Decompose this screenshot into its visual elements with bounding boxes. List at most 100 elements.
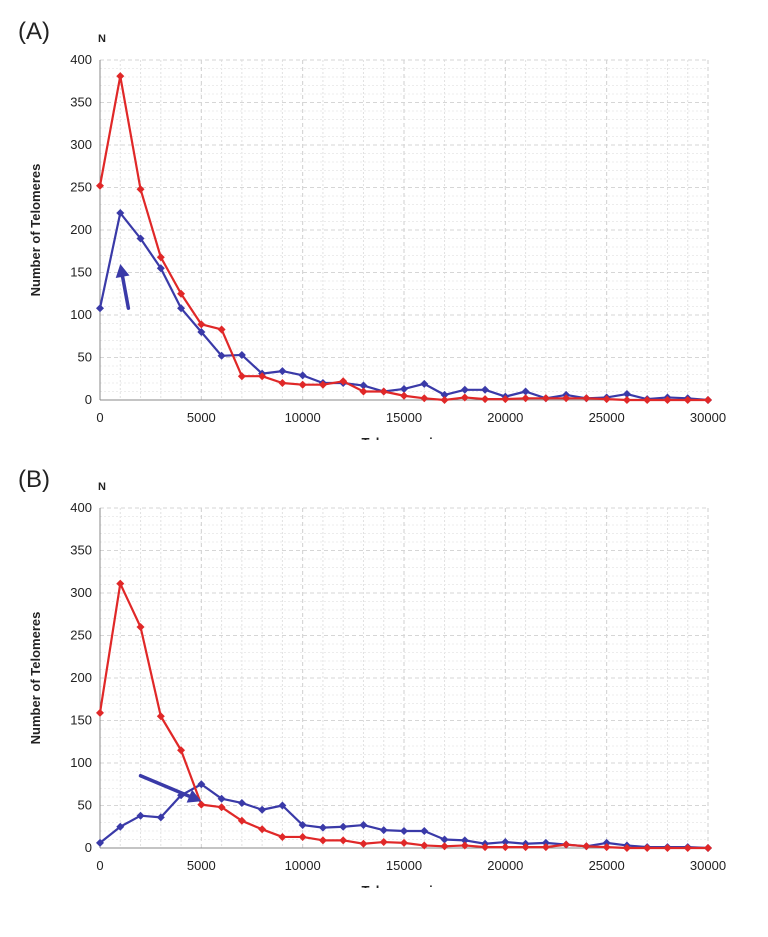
line-chart-b: 0 50 100 150 200 250 300 350 400 0 5000 10000 15000 2… (28, 481, 726, 888)
data-point (359, 387, 368, 396)
data-point (420, 394, 429, 403)
data-point (582, 842, 591, 851)
series-1 (96, 72, 712, 404)
data-point (136, 811, 145, 820)
data-point (96, 838, 104, 847)
chart-panel-b: (B) 0 50 100 150 200 250 300 350 400 0 5000 10000 15… (0, 448, 768, 888)
data-point (258, 825, 267, 834)
data-point (136, 623, 145, 631)
data-point (379, 387, 388, 396)
data-point (602, 838, 611, 847)
data-point (318, 836, 327, 845)
data-point (440, 396, 449, 404)
data-point (237, 816, 246, 825)
data-point (359, 381, 368, 390)
data-point (237, 372, 246, 381)
arrow-head (115, 264, 130, 279)
y-tick-label: 150 (70, 713, 92, 728)
data-point (96, 304, 104, 313)
data-point (440, 390, 449, 399)
data-point (521, 843, 530, 852)
data-point (460, 385, 469, 394)
data-point (622, 396, 631, 404)
data-point (116, 209, 125, 217)
data-point (541, 394, 550, 403)
x-tick-label: 0 (96, 410, 103, 425)
data-point (339, 377, 348, 386)
arrow-shaft (138, 774, 192, 798)
x-tick-label: 15000 (386, 858, 422, 873)
data-point (298, 380, 307, 389)
data-point (582, 394, 591, 403)
data-point (622, 844, 631, 852)
arrow-shaft (120, 275, 131, 310)
data-point (541, 838, 550, 847)
data-point (460, 836, 469, 845)
data-point (217, 803, 226, 812)
data-point (521, 387, 530, 396)
data-point (704, 396, 712, 404)
data-point (501, 838, 510, 847)
data-point (622, 390, 631, 399)
x-tick-label: 20000 (487, 858, 523, 873)
y-tick-label: 400 (70, 500, 92, 515)
data-point (258, 372, 267, 381)
data-point (359, 821, 368, 830)
data-point (379, 826, 388, 835)
y-tick-label: 50 (78, 798, 92, 813)
x-tick-label: 20000 (487, 410, 523, 425)
panel-label: (A) (18, 18, 50, 45)
x-axis-title: Telomere size (361, 883, 446, 888)
y-tick-label: 200 (70, 670, 92, 685)
y-tick-label: 250 (70, 180, 92, 195)
data-point (237, 798, 246, 807)
data-point (562, 394, 571, 403)
data-point (156, 712, 165, 721)
x-tick-label: 10000 (285, 858, 321, 873)
data-point (481, 395, 490, 404)
x-tick-label: 10000 (285, 410, 321, 425)
data-point (501, 395, 510, 404)
data-point (96, 708, 104, 717)
data-point (298, 371, 307, 380)
data-point (217, 794, 226, 803)
data-point (156, 253, 165, 262)
data-point (278, 832, 287, 841)
data-point (400, 838, 408, 847)
data-point (278, 367, 287, 376)
data-point (420, 379, 429, 388)
data-point (440, 842, 449, 851)
x-tick-label: 5000 (187, 410, 216, 425)
data-point (460, 841, 469, 850)
data-point (116, 579, 125, 588)
data-point (116, 822, 125, 831)
data-point (217, 325, 226, 334)
y-tick-label: 200 (70, 222, 92, 237)
x-tick-label: 25000 (589, 410, 625, 425)
y-tick-label: 300 (70, 137, 92, 152)
data-point (177, 289, 186, 298)
n-label: N (98, 481, 106, 493)
data-point (258, 805, 267, 814)
data-point (237, 350, 246, 359)
y-tick-label: 0 (85, 392, 92, 407)
data-point (481, 843, 490, 852)
data-point (298, 821, 307, 830)
data-point (96, 181, 104, 190)
data-point (562, 840, 571, 849)
series-1 (96, 579, 712, 852)
y-axis-title: Number of Telomeres (28, 164, 43, 297)
chart-panel-a: (A) 0 50 100 150 200 250 300 350 400 0 5000 10000 15… (0, 0, 768, 440)
data-point (704, 844, 712, 852)
data-point (156, 813, 165, 822)
grid-major (100, 507, 709, 848)
data-point (136, 234, 145, 243)
data-point (541, 843, 550, 852)
x-tick-label: 30000 (690, 858, 726, 873)
data-point (663, 844, 672, 852)
data-point (197, 328, 206, 336)
data-point (643, 396, 652, 404)
data-point (460, 393, 469, 402)
data-point (339, 822, 348, 831)
y-tick-label: 100 (70, 307, 92, 322)
